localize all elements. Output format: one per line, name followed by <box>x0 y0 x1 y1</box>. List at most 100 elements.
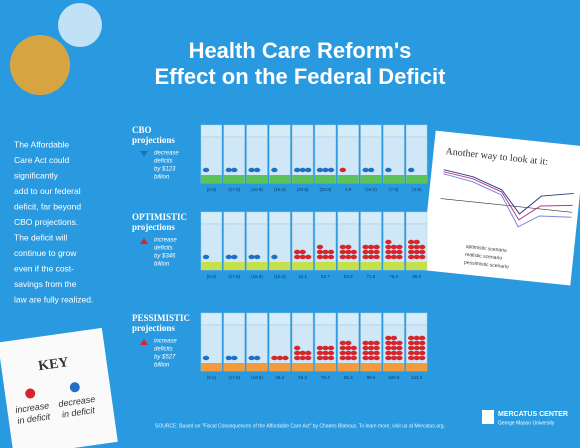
pill <box>367 254 375 260</box>
pill <box>316 249 324 255</box>
pill <box>396 350 403 356</box>
pill <box>225 355 232 361</box>
pill <box>345 249 352 255</box>
bottle-cap <box>58 3 102 47</box>
pill <box>345 345 352 351</box>
pill <box>362 345 369 351</box>
row-note: increase <box>154 339 177 345</box>
pill <box>385 340 392 346</box>
compartment-base <box>292 175 313 183</box>
pill <box>322 355 329 361</box>
pill <box>367 249 375 255</box>
pill <box>350 345 357 351</box>
pill <box>413 340 420 346</box>
compartment-lid <box>383 124 405 138</box>
compartment-lid <box>246 312 268 326</box>
key-label: in deficit <box>61 405 96 420</box>
value-label: (10.3) <box>274 187 286 192</box>
compartment-base <box>383 175 405 183</box>
pill <box>385 249 392 255</box>
inset-line <box>443 171 573 221</box>
pill <box>413 254 420 260</box>
value-label: 85.3 <box>344 375 353 380</box>
compartment-lid <box>314 312 337 326</box>
compartment-lid <box>337 211 359 225</box>
value-label: (22.8) <box>320 187 332 192</box>
pill <box>390 254 398 260</box>
pill <box>419 340 426 346</box>
pill <box>299 249 306 255</box>
row-note: by $346 <box>154 254 176 260</box>
pill <box>367 345 375 351</box>
intro-text: add to our federal <box>14 186 81 196</box>
row-note: billion <box>154 175 170 181</box>
pill <box>362 167 369 173</box>
pill <box>299 254 306 260</box>
pill <box>316 167 324 173</box>
value-label: (16.9) <box>251 187 263 192</box>
compartment-lid <box>383 312 405 326</box>
pill <box>339 350 346 356</box>
value-label: 4.8 <box>345 187 352 192</box>
value-label: (17.8) <box>228 375 240 380</box>
pill <box>385 167 392 173</box>
source: SOURCE: Based on "Fiscal Consequences of… <box>155 423 445 429</box>
pill <box>367 244 375 250</box>
pills <box>294 167 312 173</box>
pills <box>225 167 238 173</box>
pill <box>327 167 335 173</box>
pill <box>316 350 324 356</box>
compartment-lid <box>246 211 268 225</box>
pill <box>385 345 392 351</box>
pill <box>396 244 403 250</box>
compartment-base <box>246 175 268 183</box>
row-note: billion <box>154 363 170 369</box>
pill <box>408 249 415 255</box>
intro-text: savings from the <box>14 279 77 289</box>
compartment-lid <box>383 211 405 225</box>
compartment-lid <box>405 211 428 225</box>
compartment-lid <box>314 124 337 138</box>
pill <box>419 355 426 361</box>
pill <box>367 350 375 356</box>
pill <box>322 167 329 173</box>
pill <box>350 254 357 260</box>
value-label: 98.6 <box>367 375 376 380</box>
pill <box>339 340 346 346</box>
pill <box>327 355 335 361</box>
pill <box>362 249 369 255</box>
pill <box>316 345 324 351</box>
value-label: (10.3) <box>274 274 286 279</box>
pill <box>345 254 352 260</box>
pill <box>339 167 346 173</box>
pills <box>271 167 278 173</box>
compartment-lid <box>291 312 314 326</box>
pill <box>390 244 398 250</box>
pill <box>350 249 357 255</box>
pill <box>408 345 415 351</box>
pill <box>373 254 380 260</box>
key-decrease-dot <box>69 382 80 393</box>
pills <box>225 254 238 260</box>
title: Effect on the Federal Deficit <box>155 64 447 89</box>
compartment-base <box>360 363 382 371</box>
row-note: by $527 <box>154 355 176 361</box>
pills <box>408 167 415 173</box>
pill <box>248 355 255 361</box>
compartment-base <box>406 262 427 270</box>
row-title: projections <box>132 222 175 232</box>
pills <box>362 340 380 361</box>
pill <box>305 254 312 260</box>
pill <box>294 350 301 356</box>
pills <box>339 167 346 173</box>
compartment-base <box>406 175 427 183</box>
value-label: (8.3) <box>207 274 217 279</box>
pill <box>413 244 420 250</box>
value-label: 64.9 <box>344 274 353 279</box>
pills <box>271 355 289 361</box>
value-label: (8.3) <box>207 375 217 380</box>
pill <box>294 355 301 361</box>
pills <box>362 167 375 173</box>
pill <box>413 355 420 361</box>
